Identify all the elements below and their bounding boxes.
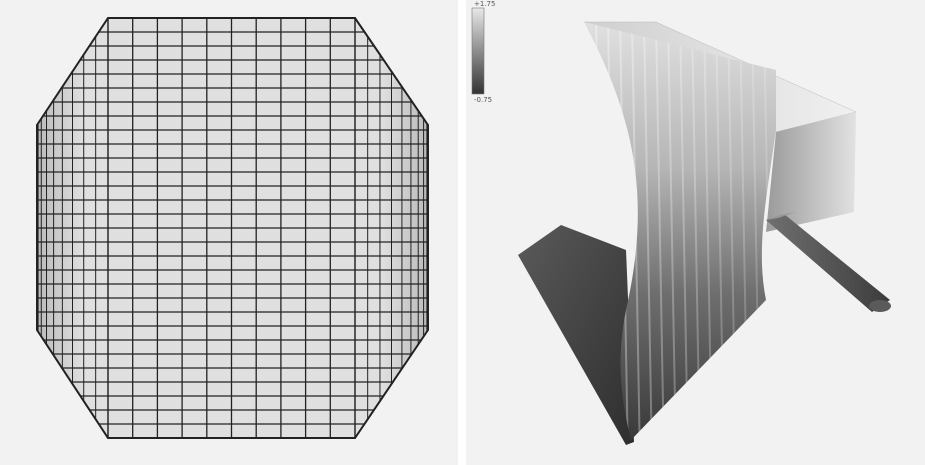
shaded-3d-surface bbox=[471, 7, 891, 445]
surface-facet-line bbox=[655, 22, 665, 440]
surface-ridge-end bbox=[869, 300, 891, 312]
mesh-grid-lines bbox=[37, 18, 428, 438]
surface-facet-line bbox=[667, 22, 677, 440]
left-mesh-panel bbox=[0, 0, 458, 465]
surface-right-ridge-top bbox=[766, 212, 796, 220]
right-surface-panel: +1.75 -0.75 bbox=[466, 0, 925, 465]
surface-right-ridge bbox=[766, 214, 890, 312]
surface-main-face bbox=[584, 22, 776, 440]
legend-max-label: +1.75 bbox=[474, 0, 496, 8]
legend-min-label: -0.75 bbox=[474, 96, 493, 104]
octagonal-wireframe-mesh bbox=[36, 17, 429, 439]
surface-facet-line bbox=[643, 22, 653, 440]
surface-plateau-side bbox=[766, 112, 856, 232]
legend-color-bar bbox=[471, 7, 485, 95]
surface-left-wing bbox=[518, 225, 634, 445]
